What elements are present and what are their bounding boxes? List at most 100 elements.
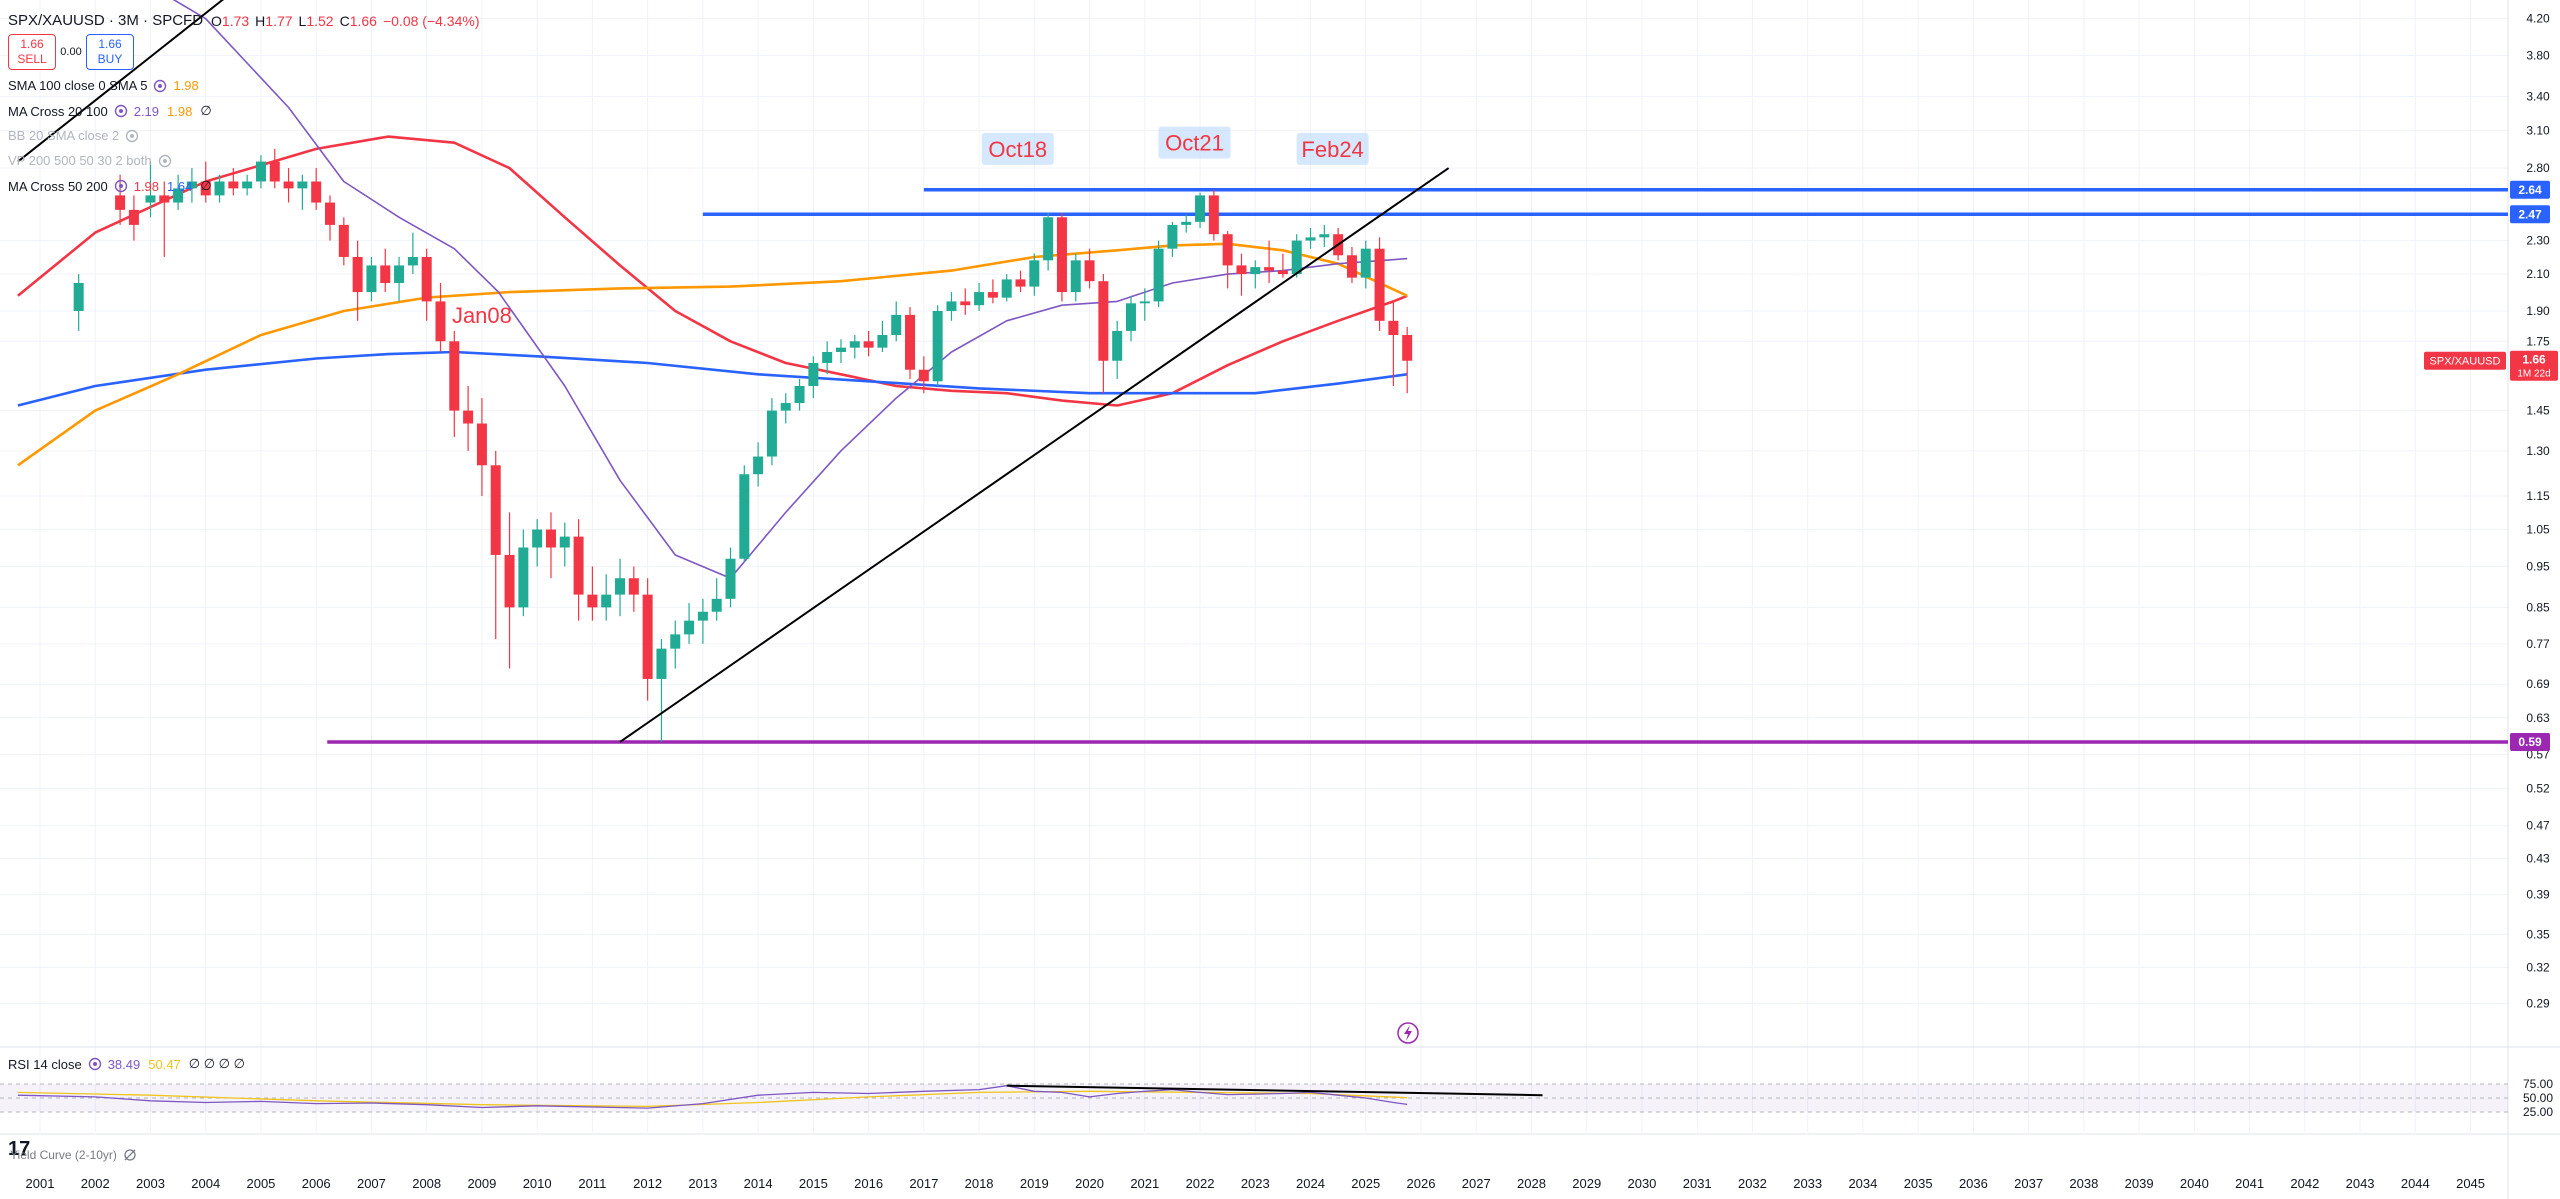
- candle: [1291, 234, 1302, 278]
- candle-body: [684, 620, 695, 635]
- eye-icon[interactable]: [88, 1057, 102, 1071]
- candle: [1319, 224, 1330, 248]
- rsi-legend[interactable]: RSI 14 close 38.49 50.47 ∅ ∅ ∅ ∅: [8, 1056, 245, 1072]
- price-tick-label: 0.35: [2526, 927, 2550, 941]
- rsi-value: 38.49: [107, 1056, 141, 1072]
- candle: [1250, 260, 1261, 289]
- candle: [435, 282, 446, 352]
- candle: [325, 195, 336, 241]
- candle-body: [1167, 224, 1178, 249]
- candle-body: [435, 301, 446, 342]
- candle: [1029, 253, 1040, 296]
- candle: [656, 639, 667, 742]
- candle-body: [753, 456, 764, 475]
- candle: [849, 335, 860, 359]
- indicator-row[interactable]: BB 20 SMA close 2: [8, 128, 145, 143]
- candle: [128, 195, 139, 241]
- price-tick-label: 0.52: [2526, 781, 2550, 795]
- chart-annotations: Oct18 Oct21 Feb24 Jan08: [452, 126, 1419, 1044]
- year-tick-label: 2012: [633, 1176, 662, 1191]
- year-tick-label: 2015: [799, 1176, 828, 1191]
- candle-body: [545, 529, 556, 548]
- candle: [960, 288, 971, 315]
- candle: [615, 558, 626, 617]
- candle: [1070, 253, 1081, 302]
- indicator-row[interactable]: VP 200 500 50 30 2 both: [8, 153, 178, 168]
- eye-icon[interactable]: [114, 179, 128, 193]
- price-tick-label: 0.47: [2526, 819, 2550, 833]
- candle: [587, 566, 598, 621]
- candle-body: [1291, 240, 1302, 275]
- indicator-row[interactable]: MA Cross 50 200 1.98 1.64 ∅: [8, 178, 220, 194]
- ohlc-close: C1.66: [339, 12, 377, 29]
- price-axis: 4.20 3.80 3.40 3.10 2.80 2.30 2.10 1.90 1.75 1.45…: [2424, 12, 2558, 1119]
- candle: [573, 519, 584, 621]
- rsi-trendline: [1006, 1084, 1543, 1097]
- candle-body: [711, 598, 722, 612]
- eye-icon[interactable]: [125, 129, 139, 143]
- tradingview-logo[interactable]: 17: [8, 1138, 31, 1160]
- candle-body: [946, 301, 957, 311]
- candle: [1208, 189, 1219, 241]
- candle-body: [255, 161, 266, 182]
- candle: [1181, 214, 1192, 233]
- candle: [1305, 227, 1316, 249]
- sell-button[interactable]: 1.66 SELL: [8, 34, 56, 70]
- price-tick-label: 0.39: [2526, 887, 2550, 901]
- candle-body: [1208, 195, 1219, 235]
- candle: [1125, 295, 1136, 342]
- candle-body: [587, 594, 598, 608]
- eye-icon[interactable]: [153, 79, 167, 93]
- year-tick-label: 2011: [578, 1176, 606, 1191]
- price-tick-label: 0.85: [2526, 600, 2550, 614]
- candle-body: [1319, 234, 1330, 238]
- year-tick-label: 2021: [1130, 1176, 1159, 1191]
- indicator-row[interactable]: SMA 100 close 0 SMA 5 1.98: [8, 78, 207, 93]
- candle: [311, 168, 322, 210]
- yield-curve-legend[interactable]: Yield Curve (2-10yr): [10, 1148, 137, 1162]
- indicator-row[interactable]: MA Cross 20 100 2.19 1.98 ∅: [8, 103, 220, 119]
- candle-body: [159, 195, 170, 203]
- symbol-title[interactable]: SPX/XAUUSD · 3M · SPCFD: [8, 12, 204, 29]
- year-tick-label: 2001: [26, 1176, 55, 1191]
- eye-off-icon[interactable]: [123, 1148, 137, 1162]
- indicator-value: ∅: [200, 178, 212, 193]
- candle: [228, 168, 239, 196]
- candle-body: [780, 403, 791, 411]
- year-tick-label: 2041: [2235, 1176, 2264, 1191]
- candle: [1015, 270, 1026, 293]
- candle: [159, 181, 170, 257]
- candle: [1264, 240, 1275, 283]
- year-tick-label: 2027: [1462, 1176, 1491, 1191]
- ma-line-ma-200: [17, 350, 1408, 407]
- candle-body: [1264, 267, 1275, 271]
- last-price-label: 1.66: [2522, 353, 2546, 367]
- candle: [532, 519, 543, 567]
- candle: [476, 398, 487, 497]
- buy-button[interactable]: 1.66 BUY: [86, 34, 134, 70]
- year-tick-label: 2039: [2125, 1176, 2154, 1191]
- indicator-name: MA Cross 50 200: [8, 178, 108, 194]
- candle-body: [145, 195, 156, 203]
- year-tick-label: 2042: [2290, 1176, 2319, 1191]
- price-tick-label: 0.43: [2526, 852, 2550, 866]
- candle: [1388, 301, 1399, 387]
- candle: [1112, 320, 1123, 379]
- candle-body: [849, 341, 860, 348]
- candle-body: [1153, 248, 1164, 302]
- candle-body: [808, 362, 819, 387]
- rsi-title: RSI 14 close: [8, 1056, 82, 1072]
- candle-body: [518, 547, 529, 608]
- eye-icon[interactable]: [114, 104, 128, 118]
- annotation-box: [1158, 126, 1231, 159]
- year-tick-label: 2043: [2346, 1176, 2375, 1191]
- candle-body: [615, 578, 626, 595]
- candle: [338, 217, 349, 266]
- candle: [200, 161, 211, 203]
- candle: [1098, 274, 1109, 394]
- eye-icon[interactable]: [158, 154, 172, 168]
- candle: [73, 274, 84, 331]
- year-tick-label: 2016: [854, 1176, 883, 1191]
- candle-body: [115, 195, 126, 210]
